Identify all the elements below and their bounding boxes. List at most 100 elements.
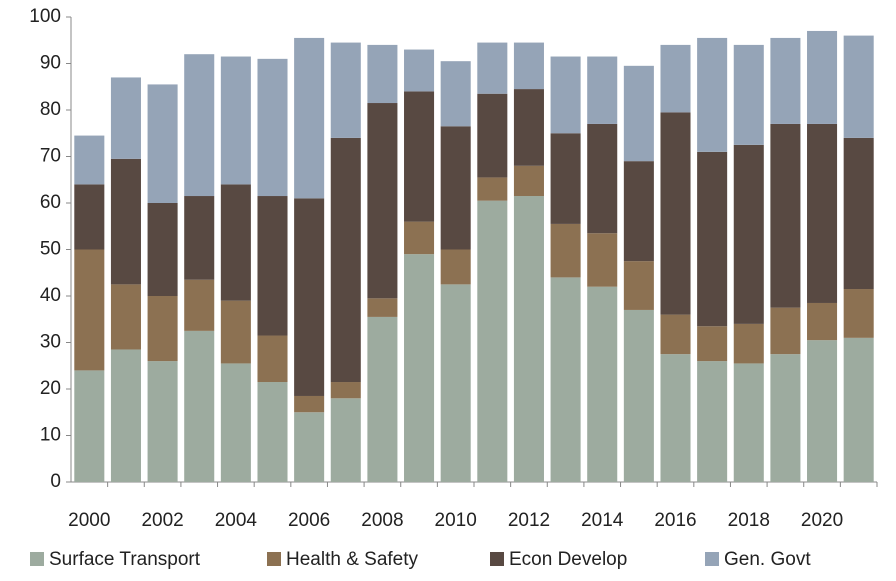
bar-segment [220,56,251,185]
x-tick-label: 2010 [435,510,477,531]
bar-segment [367,44,398,104]
y-tick-label: 30 [40,332,61,353]
bar-segment [807,123,838,303]
bar-segment [110,77,141,159]
bar-segment [147,84,178,203]
bar-segment [147,203,178,296]
bar-segment [440,284,471,482]
bar-segment [294,198,325,396]
x-tick-label: 2008 [361,510,403,531]
bar-segment [74,249,105,371]
bar-segment [404,49,435,92]
x-tick-label: 2016 [654,510,696,531]
bar-segment [330,382,361,399]
bar-segment [477,42,508,94]
bar-segment [697,361,728,482]
y-tick-label: 10 [40,425,61,446]
bar-segment [330,398,361,482]
bar-segment [257,335,288,383]
bar-segment [404,91,435,222]
y-tick-label: 0 [50,471,61,492]
bar-segment [330,42,361,138]
legend-swatch [705,552,719,566]
bar-segment [843,337,874,482]
bar-segment [513,89,544,166]
legend-label: Health & Safety [286,549,419,570]
bar-segment [147,296,178,362]
bar-segment [513,165,544,197]
bar-segment [770,37,801,124]
bar-segment [550,56,581,134]
bar-segment [660,314,691,355]
bar-segment [697,151,728,327]
bar-segment [550,223,581,278]
x-tick-label: 2014 [581,510,624,531]
bar-segment [550,277,581,482]
bar-segment [623,261,654,310]
bar-segment [74,370,105,482]
bar-segment [257,58,288,197]
bar-segment [477,200,508,483]
bar-segment [257,382,288,482]
bar-segment [330,137,361,383]
bar-segment [843,289,874,338]
bar-segment [770,354,801,482]
bar-segment [220,184,251,301]
bar-segment [404,254,435,482]
x-tick-label: 2018 [728,510,770,531]
bar-segment [294,37,325,199]
bar-segment [843,35,874,138]
x-tick-label: 2000 [68,510,110,531]
bar-segment [587,123,618,234]
bar-segment [477,177,508,201]
y-tick-label: 20 [40,378,61,399]
bar-segment [220,363,251,482]
bar-segment [440,61,471,127]
bar-segment [697,37,728,152]
bar-segment [367,298,398,317]
bar-segment [184,54,215,197]
x-tick-label: 2006 [288,510,330,531]
legend-label: Surface Transport [49,549,201,570]
bar-segment [184,279,215,331]
bar-segment [184,330,215,482]
legend-label: Gen. Govt [724,549,811,570]
bar-segment [623,65,654,162]
bar-segment [807,30,838,124]
bar-segment [660,112,691,315]
bar-segment [367,103,398,299]
bar-segment [807,340,838,482]
bar-segment [550,133,581,224]
bar-segment [110,349,141,482]
y-tick-label: 90 [40,53,61,74]
bar-segment [440,126,471,250]
bar-segment [110,158,141,285]
bar-segment [623,161,654,262]
bar-segment [184,196,215,280]
bar-segment [74,135,105,185]
x-tick-label: 2020 [801,510,843,531]
bar-segment [220,300,251,364]
bar-segment [587,233,618,287]
bar-segment [587,286,618,482]
bar-segment [513,196,544,482]
y-tick-label: 70 [40,146,61,167]
bar-segment [733,323,764,364]
bar-segment [660,354,691,482]
bar-segment [660,44,691,113]
bar-segment [513,42,544,90]
legend-label: Econ Develop [509,549,627,570]
bar-segment [733,44,764,145]
bar-segment [770,123,801,308]
x-tick-label: 2002 [141,510,183,531]
bar-segment [697,326,728,362]
bar-segment [294,395,325,413]
bar-segment [367,316,398,482]
y-tick-label: 80 [40,99,61,120]
y-tick-label: 60 [40,192,61,213]
bar-segment [74,184,105,250]
bar-segment [807,302,838,341]
y-tick-label: 40 [40,285,61,306]
bar-segment [587,56,618,124]
